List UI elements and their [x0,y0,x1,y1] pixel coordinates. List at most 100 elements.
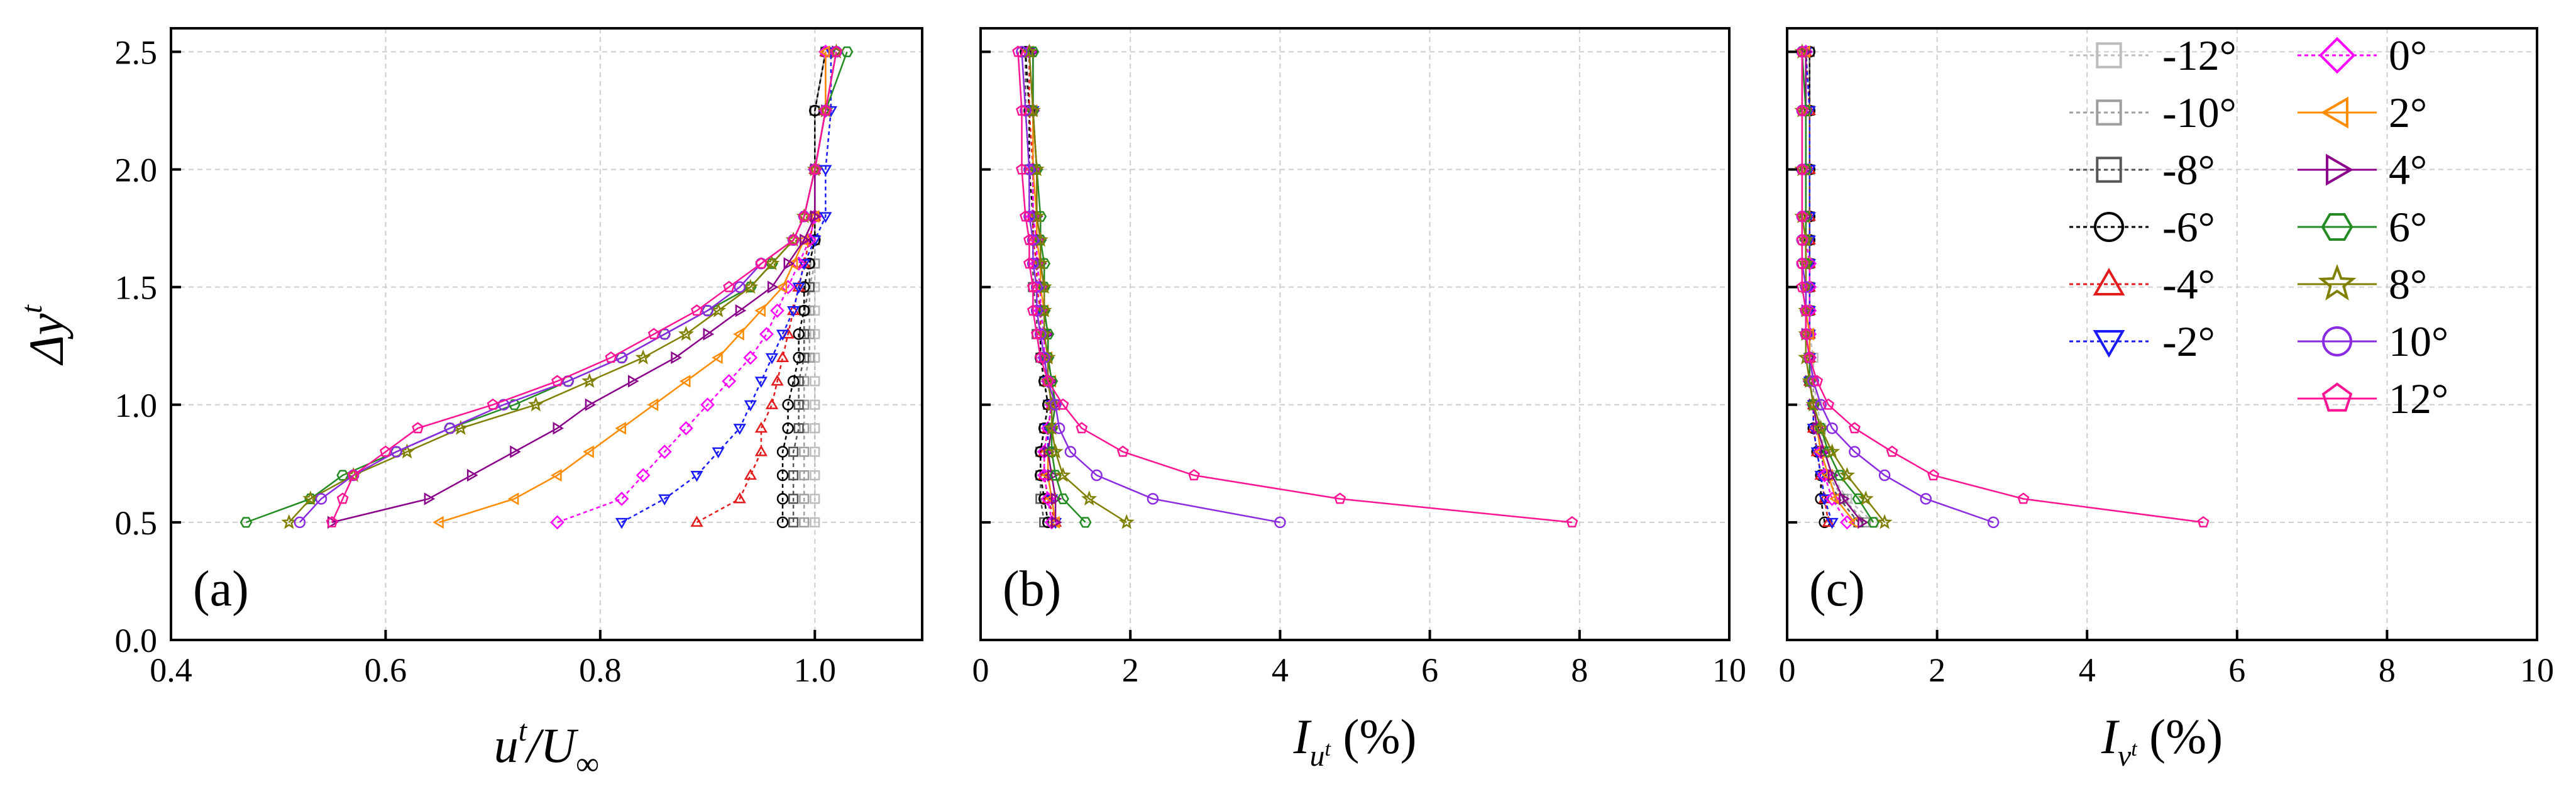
data-point [1028,161,1045,177]
data-point [776,446,789,458]
data-point [1036,278,1052,294]
data-point [1858,516,1869,529]
data-point [764,255,780,270]
data-point [793,423,804,434]
data-point [658,494,671,505]
x-title-main: I [2101,709,2120,764]
data-point [799,517,810,527]
data-point [1016,163,1028,175]
legend-label: -10° [2162,89,2237,136]
data-point [1811,375,1824,387]
data-point [1028,208,1045,224]
legend-label: 12° [2389,375,2448,422]
x-axis-title-c: Ivt (%) [2101,709,2223,773]
legend-label: 10° [2389,317,2448,365]
data-point [787,375,800,387]
data-point [336,492,349,504]
data-point [615,517,629,529]
data-point [776,351,790,362]
data-point [1826,422,1838,434]
data-point [379,445,392,457]
data-point [710,302,727,317]
data-point [1274,516,1286,529]
data-point [810,306,820,316]
data-point [810,470,820,481]
data-point [647,328,660,339]
legend-marker [2093,330,2125,358]
legend-label: -12° [2162,31,2237,79]
data-point [1027,46,1040,57]
x-title-main: I [1293,709,1313,764]
data-point [1796,163,1808,175]
data-point [614,492,629,506]
data-point [1334,492,1346,504]
legend: -12° -10° -8° -6° -4° -2° 0° 2° 4° 6° 8° 10° 12° [2069,31,2448,422]
x-title-subsup: t [2131,737,2138,761]
x-title-main: u [494,718,519,773]
data-point [776,329,790,341]
x-tick-label: 0 [1779,651,1796,689]
legend-label: 8° [2389,260,2427,308]
data-point [1030,328,1043,339]
panel-3-frame [1786,27,2538,641]
data-point [1091,469,1103,482]
data-point [1025,102,1041,118]
x-title-rest: (%) [2137,709,2223,764]
series-line [331,52,837,524]
panel-2-series-12° [1012,45,1578,527]
legend-item--12°: -12° [2069,31,2237,79]
data-point [1049,470,1062,481]
data-point [1815,399,1827,411]
data-point [1027,234,1039,246]
panel-2-series-8° [1021,43,1135,529]
data-point [1031,281,1043,293]
data-point [1852,493,1865,504]
data-point [1147,493,1159,505]
data-point [1031,304,1043,317]
data-point [1799,105,1812,116]
series-line [1017,52,1573,524]
data-point [804,306,815,316]
panel-3-series-12° [1796,45,2210,527]
data-point [1016,104,1028,116]
data-point [585,398,597,411]
series-line [1028,52,1127,523]
data-point [793,351,805,364]
data-point [1987,516,2000,529]
data-point [788,517,799,527]
data-point [466,468,478,482]
data-point [1051,492,1062,505]
data-point [1036,302,1052,317]
data-point [551,375,564,387]
data-point [793,376,804,387]
data-point [347,469,360,481]
panel-1-series-12° [326,45,842,527]
x-title-subsup: t [1325,737,1332,761]
x-title-rest: /U [524,718,579,773]
data-point [1079,517,1092,528]
x-tick-label: 6 [2228,651,2245,689]
data-point [808,163,821,175]
data-point [281,514,297,529]
data-point [1116,445,1129,457]
data-point [819,165,832,177]
legend-item-6°: 6° [2298,203,2427,251]
data-point [1012,45,1025,57]
data-point [1825,492,1839,506]
legend-label: 6° [2389,203,2427,251]
data-point [733,492,746,504]
data-point [1023,211,1035,223]
data-point [628,375,639,388]
data-point [581,373,598,388]
data-point [1833,470,1846,481]
data-point [700,397,715,412]
data-point [702,304,713,317]
data-point [657,444,672,459]
data-point [786,257,798,270]
x-axis-title-a: ut/U∞ [494,714,599,782]
data-point [1020,210,1032,222]
data-point [787,233,800,245]
data-point [782,422,794,434]
data-point [1822,398,1835,410]
data-point [799,376,810,387]
